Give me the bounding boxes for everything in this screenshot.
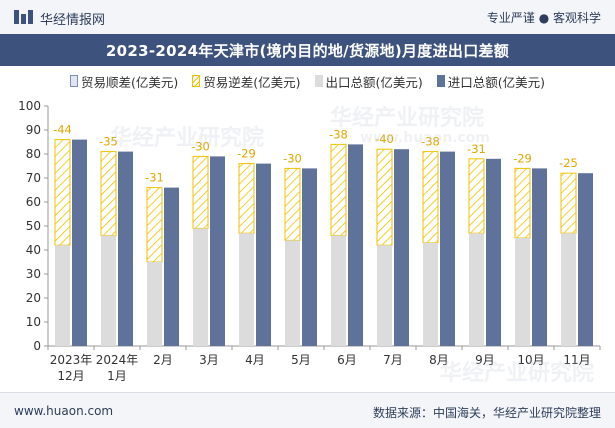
deficit-data-label: -35 — [99, 135, 118, 149]
deficit-bar — [560, 172, 577, 234]
deficit-data-label: -38 — [421, 135, 440, 149]
x-tick-label: 5月 — [291, 353, 311, 367]
deficit-data-label: -29 — [237, 147, 256, 161]
legend-swatch-deficit — [192, 75, 201, 87]
import-bar — [486, 158, 501, 346]
deficit-data-label: -40 — [375, 132, 394, 146]
export-bar — [377, 245, 392, 346]
deficit-data-label: -30 — [283, 151, 302, 165]
export-bar — [285, 240, 300, 346]
x-tick-label: 2023年 — [50, 353, 93, 367]
deficit-bar — [376, 148, 393, 246]
deficit-bar — [146, 187, 163, 263]
import-bar — [440, 151, 455, 346]
deficit-data-label: -30 — [191, 139, 210, 153]
legend-label-surplus: 贸易顺差(亿美元) — [80, 74, 179, 90]
legend-swatch-import — [436, 75, 445, 87]
tagline: 专业严谨 ● 客观科学 — [486, 11, 601, 25]
deficit-bar — [330, 143, 347, 237]
x-tick-label: 2024年 — [96, 353, 139, 367]
chart-plot: 0 10 20 30 40 50 60 70 80 90 100 -44 2023年 12月 -35 2024… — [18, 99, 601, 383]
x-tick-label: 9月 — [475, 353, 495, 367]
deficit-bar — [54, 139, 71, 246]
import-bar — [394, 149, 409, 346]
legend-item-deficit: 贸易逆差(亿美元) — [192, 70, 301, 92]
y-tick-label: 100 — [18, 99, 41, 113]
legend-label-export: 出口总额(亿美元) — [325, 74, 423, 90]
legend-item-import: 进口总额(亿美元) — [436, 70, 546, 92]
legend-item-export: 出口总额(亿美元) — [314, 70, 423, 92]
chart-title: 2023-2024年天津市(境内目的地/货源地)月度进出口差额 — [105, 41, 510, 60]
export-bar — [469, 233, 484, 346]
legend-label-deficit: 贸易逆差(亿美元) — [203, 74, 301, 90]
import-bar — [256, 163, 271, 346]
export-bar — [239, 233, 254, 346]
export-bar — [331, 235, 346, 346]
brand-name: 华经情报网 — [40, 13, 106, 28]
x-tick-label: 8月 — [429, 353, 449, 367]
y-tick-label: 40 — [26, 243, 41, 257]
footer-bar: www.huaon.com 数据来源：中国海关，华经产业研究院整理 — [0, 392, 615, 428]
chart-legend: 贸易顺差(亿美元) 贸易逆差(亿美元) 出口总额(亿美元) 进口总额(亿美元) — [0, 70, 615, 92]
deficit-bar — [422, 151, 439, 244]
x-tick-label: 11月 — [563, 353, 590, 367]
deficit-data-label: -31 — [467, 142, 486, 156]
deficit-bar — [192, 155, 209, 229]
x-tick-label: 6月 — [337, 353, 357, 367]
export-bar — [55, 245, 70, 346]
deficit-bar — [238, 163, 255, 234]
deficit-bar — [100, 151, 117, 237]
deficit-data-label: -44 — [53, 123, 72, 137]
y-tick-label: 60 — [26, 195, 41, 209]
y-tick-label: 10 — [26, 315, 41, 329]
logo-icon — [14, 10, 33, 24]
y-tick-label: 0 — [33, 339, 41, 353]
export-bar — [101, 235, 116, 346]
header-bar: 华经情报网 专业严谨 ● 客观科学 — [0, 0, 615, 35]
import-bar — [532, 168, 547, 346]
y-tick-label: 20 — [26, 291, 41, 305]
x-tick-label: 4月 — [245, 353, 265, 367]
deficit-bar — [284, 167, 301, 241]
import-bar — [348, 144, 363, 346]
x-tick-label: 10月 — [517, 353, 544, 367]
deficit-data-label: -25 — [559, 156, 578, 170]
footer-website: www.huaon.com — [14, 404, 114, 418]
x-tick-label: 7月 — [383, 353, 403, 367]
import-bar — [210, 156, 225, 346]
export-bar — [193, 228, 208, 346]
legend-label-import: 进口总额(亿美元) — [447, 74, 546, 90]
y-tick-label: 30 — [26, 267, 41, 281]
export-bar — [147, 262, 162, 346]
export-bar — [423, 242, 438, 346]
deficit-data-label: -31 — [145, 171, 164, 185]
legend-swatch-surplus — [69, 75, 78, 87]
import-bar — [72, 139, 87, 346]
title-bar: 2023-2024年天津市(境内目的地/货源地)月度进出口差额 — [0, 34, 615, 66]
y-tick-label: 50 — [26, 219, 41, 233]
export-bar — [515, 238, 530, 346]
deficit-data-label: -38 — [329, 127, 348, 141]
footer-source: 数据来源：中国海关，华经产业研究院整理 — [372, 406, 601, 420]
y-tick-label: 90 — [26, 123, 41, 137]
import-bar — [164, 187, 179, 346]
x-tick-label: 3月 — [199, 353, 219, 367]
x-tick-label: 1月 — [107, 369, 127, 383]
import-bar — [118, 151, 133, 346]
deficit-bar — [514, 167, 531, 239]
deficit-bar — [468, 158, 485, 234]
y-tick-label: 70 — [26, 171, 41, 185]
deficit-data-label: -29 — [513, 151, 532, 165]
x-tick-label: 12月 — [57, 369, 84, 383]
legend-swatch-export — [314, 75, 323, 87]
x-tick-label: 2月 — [153, 353, 173, 367]
export-bar — [561, 233, 576, 346]
import-bar — [578, 173, 593, 346]
import-bar — [302, 168, 317, 346]
y-tick-label: 80 — [26, 147, 41, 161]
legend-item-surplus: 贸易顺差(亿美元) — [69, 70, 179, 92]
